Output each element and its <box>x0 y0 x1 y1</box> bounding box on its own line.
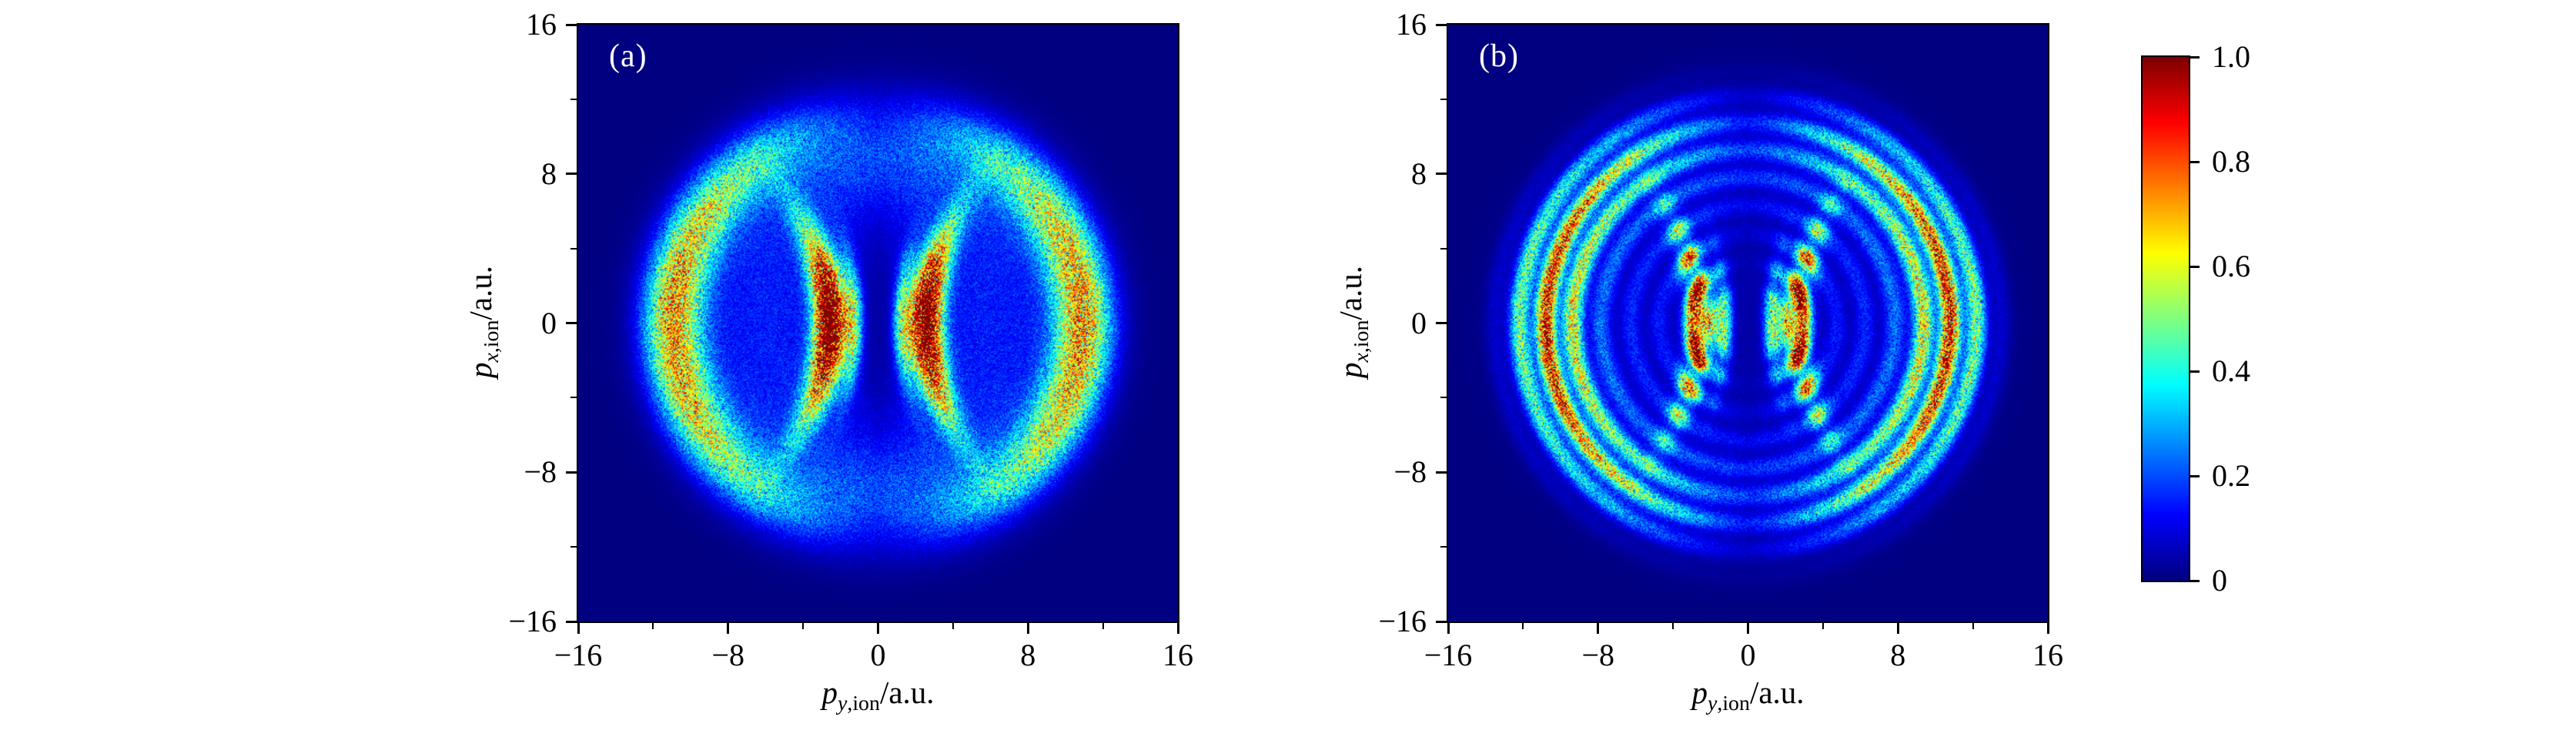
y-major-tick <box>566 471 577 474</box>
y-minor-tick <box>570 247 577 250</box>
x-major-tick <box>1597 623 1600 634</box>
colorbar-tick-label: 0.6 <box>2212 249 2250 283</box>
y-major-tick <box>1436 322 1447 324</box>
y-tick-label: −16 <box>508 604 557 638</box>
colorbar-tick <box>2190 265 2200 268</box>
colorbar-tick <box>2190 370 2200 373</box>
y-minor-tick <box>570 546 577 548</box>
colorbar: 0 0.2 0.4 0.6 0.8 1.0 <box>2141 39 2372 641</box>
y-tick-label: −8 <box>1393 454 1427 490</box>
panel-b: px,ion/a.u. (b) py,ion/a.u. −16 −8 0 8 16 16 8… <box>1333 7 2293 747</box>
y-major-tick <box>566 322 577 324</box>
x-tick-label: −16 <box>1423 638 1473 672</box>
y-tick-label: 16 <box>1396 7 1427 42</box>
x-minor-tick <box>1672 623 1674 629</box>
y-tick-label: 8 <box>541 156 557 191</box>
colorbar-tick <box>2190 160 2200 163</box>
x-minor-tick <box>1522 623 1524 629</box>
x-tick-label: 8 <box>1890 638 1906 672</box>
x-major-tick <box>877 623 879 634</box>
colorbar-tick-label: 0 <box>2212 563 2227 598</box>
y-tick-label: 0 <box>541 305 557 340</box>
plot-area-b: (b) <box>1447 23 2049 623</box>
x-minor-tick <box>652 623 654 629</box>
colorbar-frame <box>2141 55 2190 582</box>
plot-area-a: (a) <box>577 23 1179 623</box>
colorbar-gradient-canvas <box>2143 57 2189 581</box>
x-major-tick <box>1026 623 1029 634</box>
y-major-tick <box>1436 471 1447 474</box>
x-major-tick <box>1176 623 1179 634</box>
y-major-tick <box>566 173 577 176</box>
y-major-tick <box>566 620 577 623</box>
x-major-tick <box>577 623 580 634</box>
x-minor-tick <box>1102 623 1104 629</box>
colorbar-tick-label: 0.4 <box>2212 353 2250 388</box>
panel-label-b: (b) <box>1479 39 1519 74</box>
colorbar-tick <box>2190 579 2200 582</box>
x-major-tick <box>2046 623 2049 634</box>
heatmap-canvas-b <box>1448 25 2048 621</box>
x-tick-label: −16 <box>554 638 603 672</box>
x-major-tick <box>727 623 730 634</box>
x-tick-label: 0 <box>870 638 886 672</box>
x-tick-label: −8 <box>1581 638 1615 672</box>
y-major-tick <box>1436 620 1447 623</box>
y-tick-label: −16 <box>1378 604 1427 638</box>
colorbar-tick-label: 0.2 <box>2212 458 2250 493</box>
y-tick-label: 16 <box>526 7 557 42</box>
y-major-tick <box>1436 173 1447 176</box>
y-tick-label: 0 <box>1411 305 1427 340</box>
panel-a: px,ion/a.u. (a) py,ion/a.u. −16 −8 0 8 16 16 8… <box>463 7 1423 747</box>
x-major-tick <box>1747 623 1749 634</box>
x-major-tick <box>1896 623 1899 634</box>
x-tick-label: 0 <box>1740 638 1756 672</box>
x-major-tick <box>1447 623 1450 634</box>
x-minor-tick <box>802 623 805 629</box>
y-minor-tick <box>1440 397 1447 399</box>
x-tick-label: 16 <box>1163 638 1193 672</box>
y-tick-label: −8 <box>524 454 557 490</box>
x-minor-tick <box>1972 623 1974 629</box>
y-major-tick <box>1436 23 1447 26</box>
colorbar-tick-label: 1.0 <box>2212 39 2250 74</box>
panel-label-a: (a) <box>609 39 647 74</box>
colorbar-tick <box>2190 474 2200 477</box>
x-minor-tick <box>952 623 954 629</box>
y-minor-tick <box>1440 247 1447 250</box>
y-major-tick <box>566 23 577 26</box>
y-minor-tick <box>570 98 577 100</box>
x-axis-label-a: py,ion/a.u. <box>821 675 935 716</box>
x-tick-label: 16 <box>2032 638 2063 672</box>
x-tick-label: 8 <box>1020 638 1036 672</box>
colorbar-tick <box>2190 55 2200 59</box>
x-minor-tick <box>1822 623 1824 629</box>
y-minor-tick <box>570 397 577 399</box>
colorbar-tick-label: 0.8 <box>2212 144 2250 179</box>
y-minor-tick <box>1440 98 1447 100</box>
y-minor-tick <box>1440 546 1447 548</box>
heatmap-canvas-a <box>578 25 1178 621</box>
y-tick-label: 8 <box>1411 156 1427 191</box>
x-axis-label-b: py,ion/a.u. <box>1691 675 1805 716</box>
x-tick-label: −8 <box>711 638 745 672</box>
